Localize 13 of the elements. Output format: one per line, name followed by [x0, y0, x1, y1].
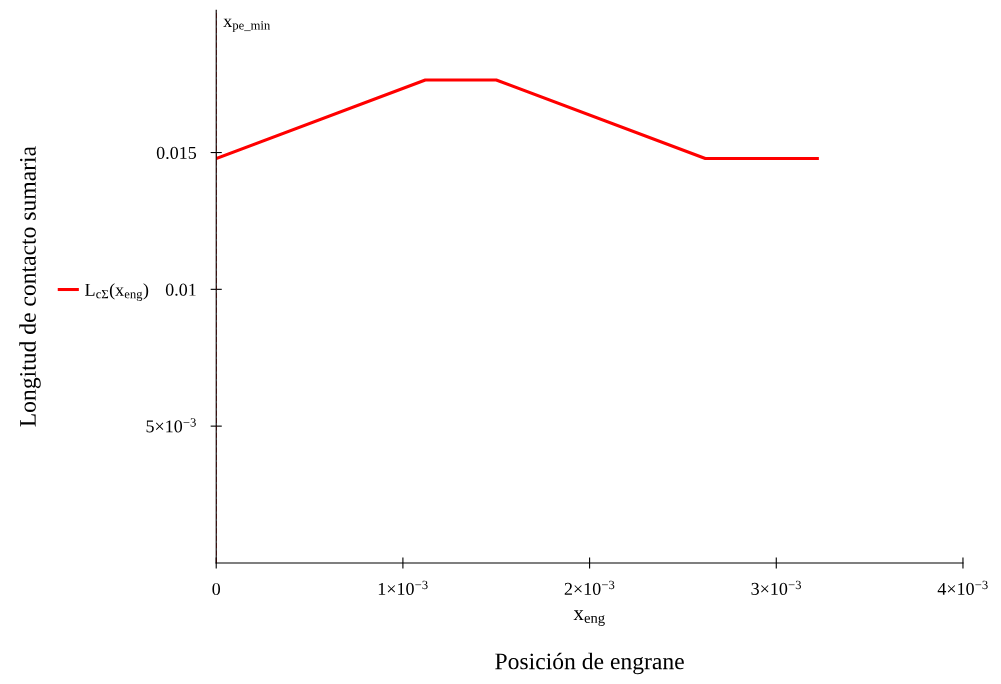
y-axis-title: Longitud de contacto sumaria: [19, 146, 41, 427]
y-tick-label: 0.015: [156, 146, 197, 160]
y-tick-label: 5×10$^{−3}$: [146, 418, 196, 433]
x-axis-title: x$_{eng}$: [573, 610, 605, 626]
text: Posición de engrane: [495, 652, 684, 675]
x-tick-label: 2×10$^{−3}$: [564, 580, 615, 595]
legend-label: L$_{cΣ}$(x$_{eng}$): [85, 283, 149, 301]
x-tick-label: 1×10$^{−3}$: [378, 580, 428, 595]
x-tick-label: 3×10$^{−3}$: [751, 580, 801, 595]
ref-line-label: x$_{pe_min}$: [223, 18, 271, 33]
y-tick-label: 0.01: [165, 283, 196, 296]
x-tick-label: 4×10$^{−3}$: [937, 580, 988, 595]
x-tick-label: 0: [212, 582, 221, 596]
